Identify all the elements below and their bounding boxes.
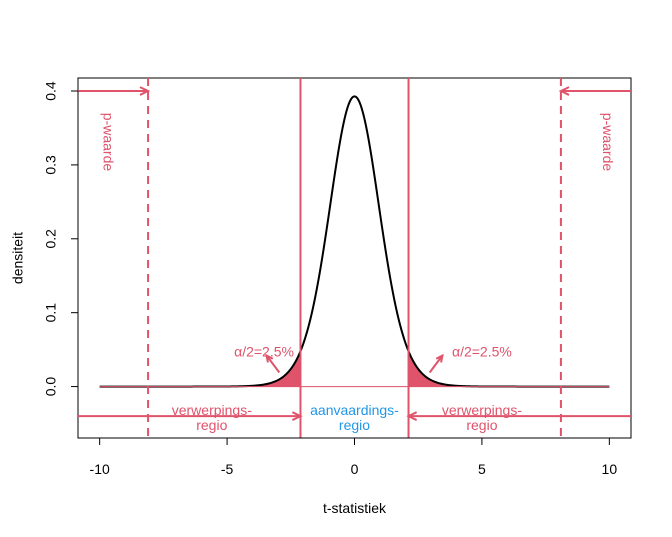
x-axis-title: t-statistiek (323, 500, 387, 516)
alpha-right-label: α/2=2.5% (452, 343, 512, 359)
alpha-arrow-right (428, 354, 444, 374)
accept-label-line1: aanvaardings- (310, 402, 399, 418)
y-tick-label: 0.2 (43, 229, 59, 249)
reject-left-label-line2: regio (196, 417, 227, 433)
accept-label-line2: regio (339, 417, 370, 433)
x-tick-label: -10 (90, 461, 110, 477)
reject-right-label-line1: verwerpings- (442, 402, 522, 418)
pvalue-right-label: p-waarde (600, 113, 616, 172)
density-curve-layer (99, 95, 610, 388)
y-axis-title: densiteit (10, 232, 26, 284)
alpha-arrow-left-head (265, 353, 274, 363)
reference-lines-layer (147, 78, 562, 438)
y-tick-label: 0.1 (43, 303, 59, 323)
y-tick-label: 0.3 (43, 155, 59, 175)
x-tick-label: -5 (221, 461, 234, 477)
reject-left-label-line1: verwerpings- (172, 402, 252, 418)
x-tick-label: 0 (351, 461, 359, 477)
reject-right-label-line2: regio (466, 417, 497, 433)
arrows-layer (78, 86, 631, 421)
alpha-arrow-right-head (435, 353, 444, 363)
alpha-left-label: α/2=2.5% (234, 343, 294, 359)
rejection-shading-layer (99, 351, 610, 387)
reject-region-arrow-right-head (406, 411, 418, 421)
reject-region-arrow-left-head (291, 411, 303, 421)
rejection-area-left (99, 351, 301, 387)
y-tick-label: 0.0 (43, 377, 59, 397)
rejection-area-right (408, 351, 610, 387)
y-tick-label: 0.4 (43, 81, 59, 101)
axes-layer: -10 -5 0 5 10 0.0 0.1 0.2 0.3 0.4 (43, 81, 618, 477)
pvalue-arrow-right-head (558, 86, 570, 96)
pvalue-left-label: p-waarde (101, 113, 117, 172)
x-tick-label: 10 (602, 461, 618, 477)
pvalue-arrow-left-head (139, 86, 151, 96)
x-tick-label: 5 (478, 461, 486, 477)
plot-frame (77, 77, 632, 439)
alpha-arrow-left (265, 354, 281, 374)
density-curve (99, 95, 610, 388)
